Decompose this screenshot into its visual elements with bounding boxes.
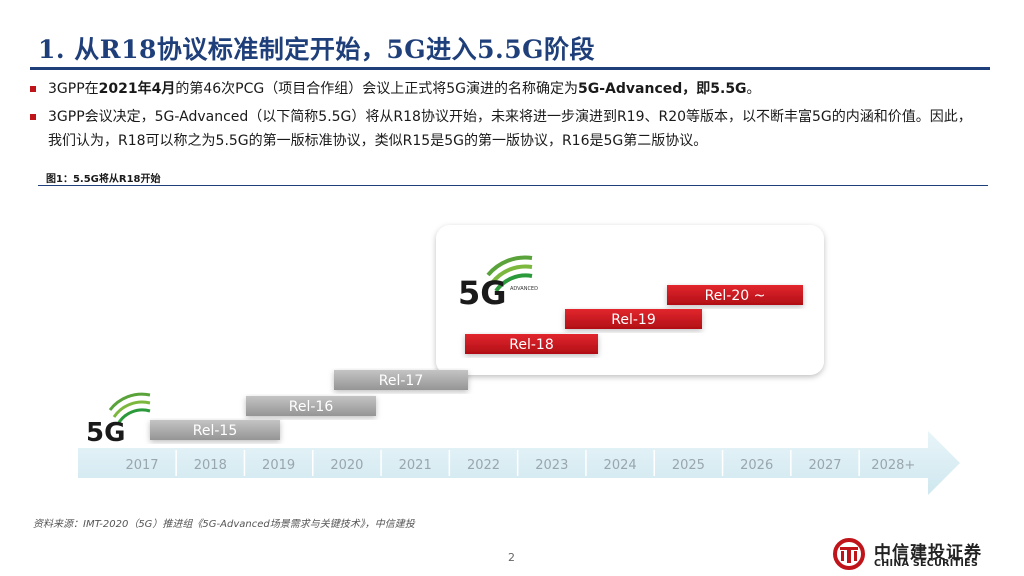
svg-text:5G: 5G xyxy=(458,274,507,312)
release-bar-rel-17: Rel-17 xyxy=(334,370,468,390)
year-label: 2027 xyxy=(808,458,841,473)
year-label: 2024 xyxy=(604,458,637,473)
year-label: 2021 xyxy=(399,458,432,473)
release-bar-rel-19: Rel-19 xyxy=(565,309,702,329)
release-bar-rel-18: Rel-18 xyxy=(465,334,598,354)
page-number: 2 xyxy=(508,551,515,564)
timeline-arrow xyxy=(78,431,960,495)
bullet-2: 3GPP会议决定，5G-Advanced（以下简称5.5G）将从R18协议开始，… xyxy=(30,105,980,153)
year-label: 2026 xyxy=(740,458,773,473)
release-label: Rel-15 xyxy=(193,423,237,439)
release-label: Rel-18 xyxy=(509,337,553,353)
bullet-1: 3GPP在2021年4月的第46次PCG（项目合作组）会议上正式将5G演进的名称… xyxy=(30,77,980,101)
release-bar-rel-20-: Rel-20 ~ xyxy=(667,285,803,305)
release-label: Rel-17 xyxy=(379,373,423,389)
year-label: 2028+ xyxy=(871,458,915,473)
release-label: Rel-20 ~ xyxy=(705,288,766,304)
bullet-square-icon xyxy=(30,114,36,120)
release-bar-rel-15: Rel-15 xyxy=(150,420,280,440)
svg-text:ADVANCED: ADVANCED xyxy=(510,286,538,292)
year-label: 2018 xyxy=(194,458,227,473)
release-bar-rel-16: Rel-16 xyxy=(246,396,376,416)
citic-emblem-icon xyxy=(833,538,865,570)
company-logo: 中信建投证券 CHINA SECURITIES xyxy=(832,537,1002,571)
bullet-square-icon xyxy=(30,86,36,92)
year-label: 2017 xyxy=(125,458,158,473)
svg-text:5G: 5G xyxy=(86,418,125,448)
source-note: 资料来源：IMT-2020（5G）推进组《5G-Advanced场景需求与关键技… xyxy=(33,519,415,530)
year-label: 2022 xyxy=(467,458,500,473)
title-divider xyxy=(30,67,990,70)
year-label: 2023 xyxy=(535,458,568,473)
year-labels: 2017 2018 2019 2020 2021 2022 2023 2024 2025 2026… xyxy=(125,450,915,476)
page-title: 1. 从R18协议标准制定开始，5G进入5.5G阶段 xyxy=(38,35,595,64)
company-name-cn: 中信建投证券 xyxy=(874,543,982,563)
release-label: Rel-16 xyxy=(289,399,334,415)
year-label: 2025 xyxy=(672,458,705,473)
bullet-1-text: 3GPP在2021年4月的第46次PCG（项目合作组）会议上正式将5G演进的名称… xyxy=(48,81,761,97)
year-label: 2019 xyxy=(262,458,295,473)
year-label: 2020 xyxy=(330,458,363,473)
5g-logo-icon: 5G xyxy=(86,392,151,448)
release-label: Rel-19 xyxy=(611,312,655,328)
grey-release-bars: Rel-15 Rel-16 Rel-17 xyxy=(150,370,468,440)
company-name-en: CHINA SECURITIES xyxy=(874,558,979,569)
5g-advanced-logo-icon: 5G ADVANCED xyxy=(458,255,538,312)
red-release-bars: Rel-18 Rel-19 Rel-20 ~ xyxy=(465,285,803,354)
bullet-2-text: 3GPP会议决定，5G-Advanced（以下简称5.5G）将从R18协议开始，… xyxy=(48,109,972,149)
figure-caption: 图1：5.5G将从R18开始 xyxy=(46,174,161,185)
figure-caption-divider xyxy=(38,185,988,186)
